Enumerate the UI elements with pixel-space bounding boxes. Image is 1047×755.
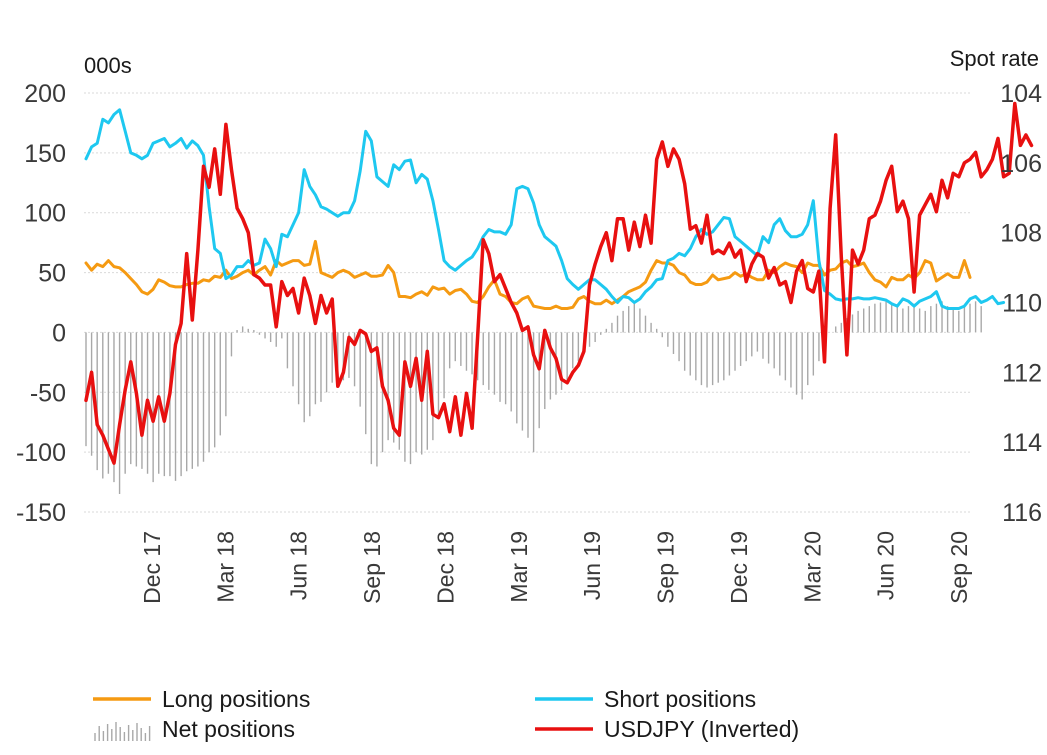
x-tick-label: Mar 19: [506, 531, 532, 603]
x-tick-label: Sep 19: [653, 531, 679, 604]
legend-label: Net positions: [162, 716, 295, 742]
series-lines: [84, 101, 1034, 465]
x-tick-label: Mar 20: [799, 531, 825, 603]
right-tick-label: 116: [1002, 499, 1042, 527]
x-tick-label: Dec 17: [139, 531, 165, 604]
left-tick-label: 200: [24, 80, 66, 108]
legend-item: Long positions: [93, 686, 310, 712]
right-tick-label: 114: [1002, 429, 1042, 457]
right-axis-unit: Spot rate: [950, 46, 1039, 71]
left-tick-label: 100: [24, 200, 66, 228]
legend-item: Short positions: [535, 686, 756, 712]
x-tick-label: Jun 19: [579, 531, 605, 600]
legend-item: Net positions: [94, 716, 295, 742]
legend-item: USDJPY (Inverted): [535, 716, 799, 742]
x-tick-label: Dec 19: [726, 531, 752, 604]
left-tick-label: -100: [16, 439, 66, 467]
left-tick-label: -50: [30, 379, 66, 407]
x-tick-label: Dec 18: [432, 531, 458, 604]
left-axis-unit: 000s: [84, 53, 132, 78]
left-tick-label: -150: [16, 499, 66, 527]
right-tick-label: 110: [1002, 290, 1042, 318]
left-tick-label: 50: [38, 260, 66, 288]
long-positions-line: [84, 239, 972, 310]
right-tick-label: 106: [1000, 150, 1042, 178]
legend-label: Short positions: [604, 686, 756, 712]
right-tick-label: 112: [1002, 359, 1042, 387]
legend-label: Long positions: [162, 686, 310, 712]
usdjpy-line: [84, 101, 1034, 465]
x-tick-label: Jun 18: [286, 531, 312, 600]
x-tick-label: Jun 20: [873, 531, 899, 600]
left-tick-label: 0: [52, 319, 66, 347]
left-tick-label: 150: [24, 140, 66, 168]
x-tick-label: Mar 18: [212, 531, 238, 603]
x-tick-label: Sep 18: [359, 531, 385, 604]
right-tick-label: 104: [1000, 80, 1042, 108]
legend: Long positions Short positions Net positio…: [93, 686, 799, 742]
legend-label: USDJPY (Inverted): [604, 716, 799, 742]
x-axis: Dec 17 Mar 18 Jun 18 Sep 18 Dec 18 Mar 19 Jun …: [139, 531, 972, 604]
right-tick-label: 108: [1000, 220, 1042, 248]
left-axis: 200 150 100 50 0 -50 -100 -150: [16, 80, 66, 527]
x-tick-label: Sep 20: [946, 531, 972, 604]
right-axis: 104 106 108 110 112 114 116: [1000, 80, 1042, 527]
